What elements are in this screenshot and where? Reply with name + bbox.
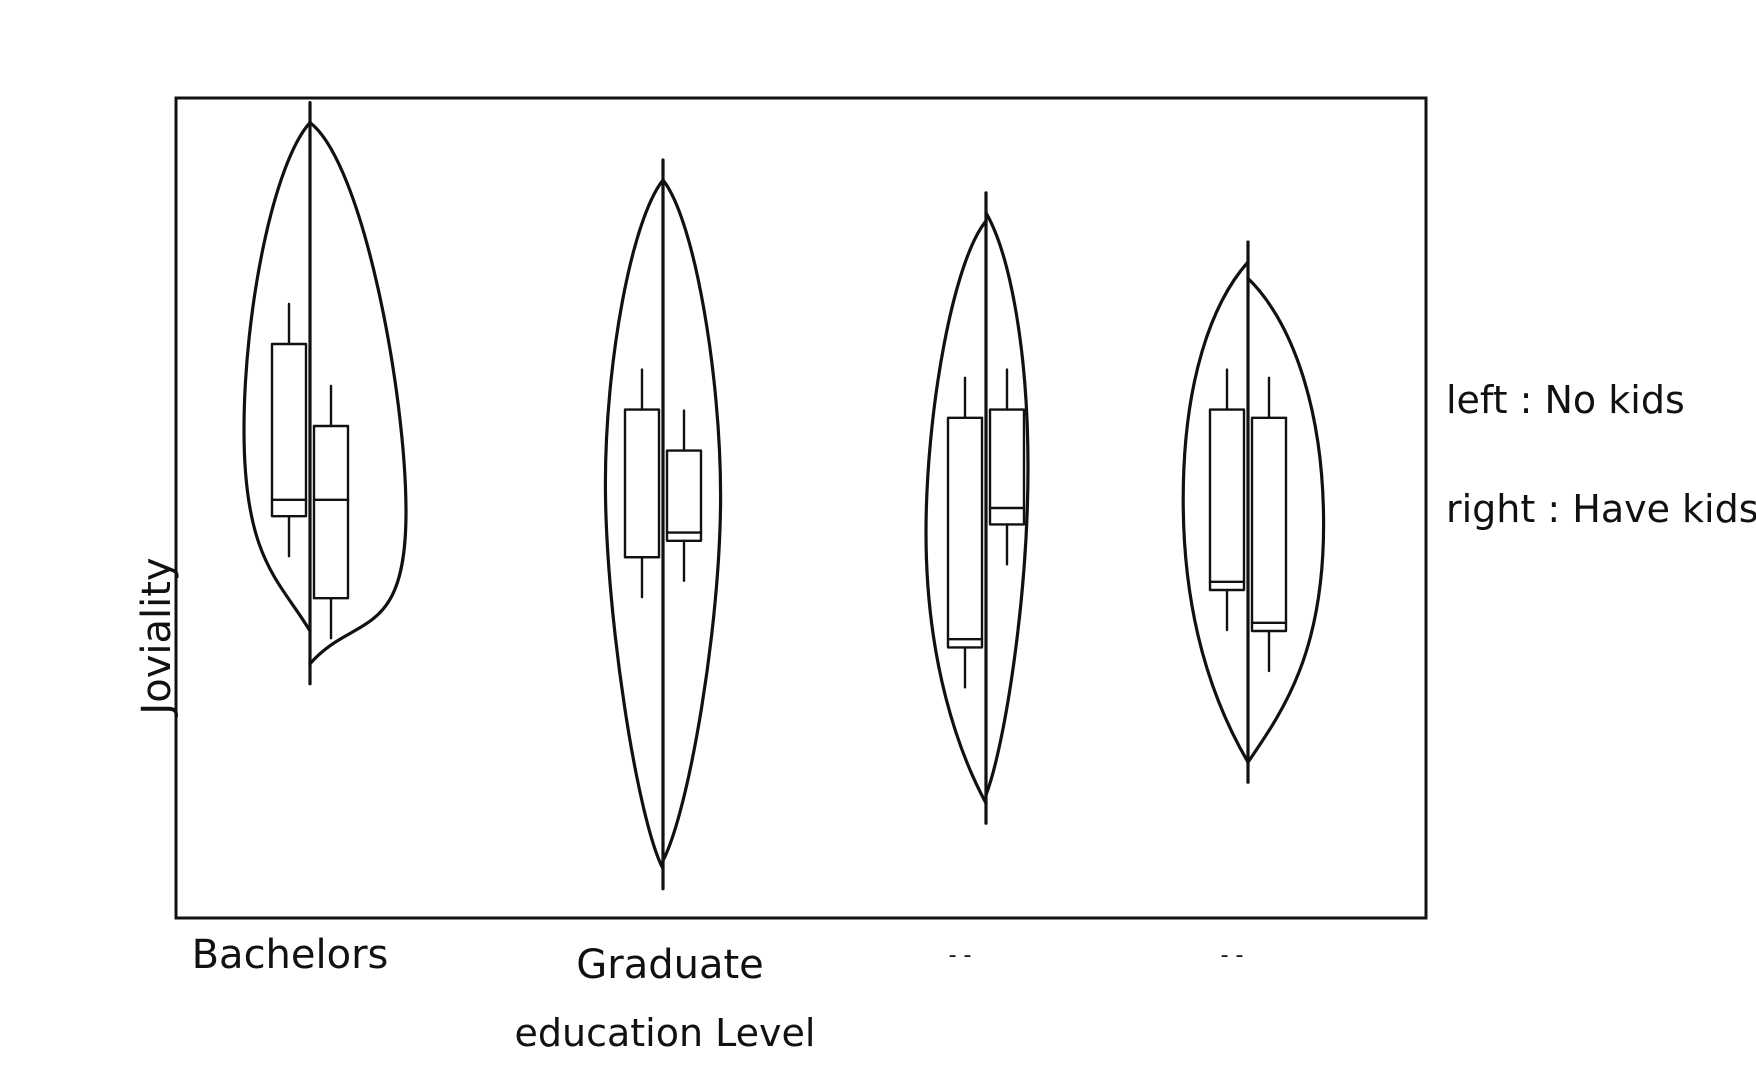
violins-group [242,100,1326,891]
y-axis-label: Joviality [134,557,180,717]
violin-2 [603,158,723,891]
box-left [623,408,661,559]
violin-4 [1181,240,1326,784]
box-right [665,449,703,543]
x-tick-label: - - [949,943,972,968]
violin-right-half [308,121,408,666]
violin-right-half [661,178,723,863]
x-tick-labels: Bachelors Graduate - - - - [192,932,1244,988]
legend: left : No kids right : Have kids [1446,378,1756,531]
box-left [270,342,308,518]
plot-frame [174,96,1428,920]
violin-left-half [603,178,665,871]
box-left [946,416,984,649]
x-tick-label: Graduate [576,942,764,988]
x-tick-label: Bachelors [192,932,389,978]
box-right [1250,416,1288,633]
violin-1 [242,100,408,686]
x-axis-label: education Level [515,1011,816,1055]
box-left [1208,408,1246,592]
legend-left: left : No kids [1446,378,1685,422]
violin-right-half [1246,276,1326,764]
violin-right-half [984,211,1030,797]
violin-3 [924,191,1030,825]
legend-right: right : Have kids [1446,487,1756,531]
box-right [312,424,350,600]
violin-left-half [924,219,988,805]
x-tick-label: - - [1221,943,1244,968]
violin-left-half [1181,260,1250,764]
violin-left-half [242,121,312,633]
